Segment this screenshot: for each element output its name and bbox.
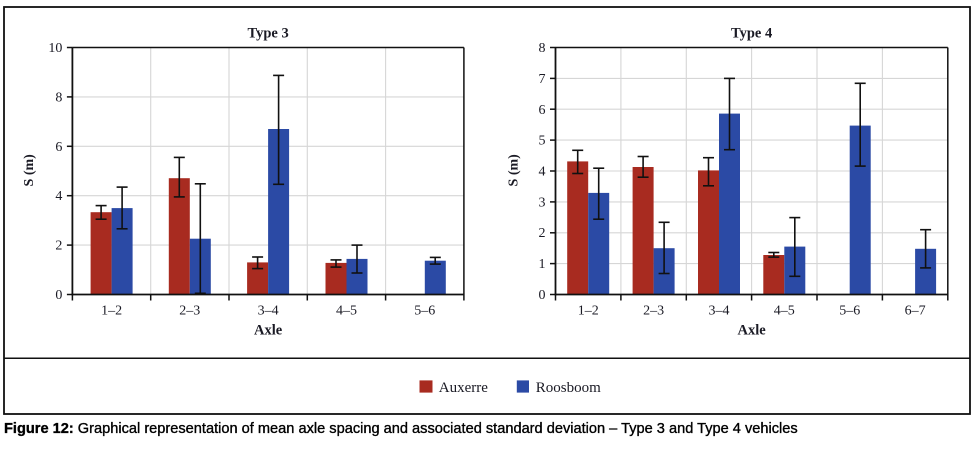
- svg-text:2: 2: [539, 226, 546, 241]
- svg-text:5–6: 5–6: [414, 304, 435, 319]
- svg-text:8: 8: [539, 41, 546, 56]
- svg-text:Auxerre: Auxerre: [439, 380, 488, 396]
- svg-text:5–6: 5–6: [839, 304, 860, 319]
- svg-text:1–2: 1–2: [578, 304, 599, 319]
- svg-text:S (m): S (m): [507, 154, 522, 187]
- svg-text:2: 2: [55, 239, 62, 254]
- svg-text:3–4: 3–4: [258, 304, 279, 319]
- svg-text:6: 6: [539, 103, 546, 118]
- svg-text:4–5: 4–5: [336, 304, 357, 319]
- svg-text:S (m): S (m): [22, 154, 37, 187]
- svg-text:1: 1: [539, 257, 546, 272]
- svg-text:3: 3: [539, 195, 546, 210]
- svg-text:0: 0: [55, 288, 62, 303]
- svg-text:Roosboom: Roosboom: [536, 380, 601, 396]
- svg-text:2–3: 2–3: [179, 304, 200, 319]
- svg-text:Axle: Axle: [738, 323, 767, 339]
- svg-text:Axle: Axle: [254, 323, 283, 339]
- svg-text:7: 7: [539, 72, 546, 87]
- svg-text:3–4: 3–4: [709, 304, 730, 319]
- svg-text:6–7: 6–7: [905, 304, 926, 319]
- svg-text:4–5: 4–5: [774, 304, 795, 319]
- svg-text:8: 8: [55, 90, 62, 105]
- svg-text:2–3: 2–3: [643, 304, 664, 319]
- svg-text:4: 4: [55, 189, 62, 204]
- svg-text:6: 6: [55, 140, 62, 155]
- svg-text:1–2: 1–2: [101, 304, 122, 319]
- svg-text:Type 3: Type 3: [247, 25, 288, 41]
- svg-text:4: 4: [539, 165, 546, 180]
- svg-text:Type 4: Type 4: [731, 25, 772, 41]
- svg-text:10: 10: [48, 41, 62, 56]
- svg-text:5: 5: [539, 134, 546, 149]
- svg-text:0: 0: [539, 288, 546, 303]
